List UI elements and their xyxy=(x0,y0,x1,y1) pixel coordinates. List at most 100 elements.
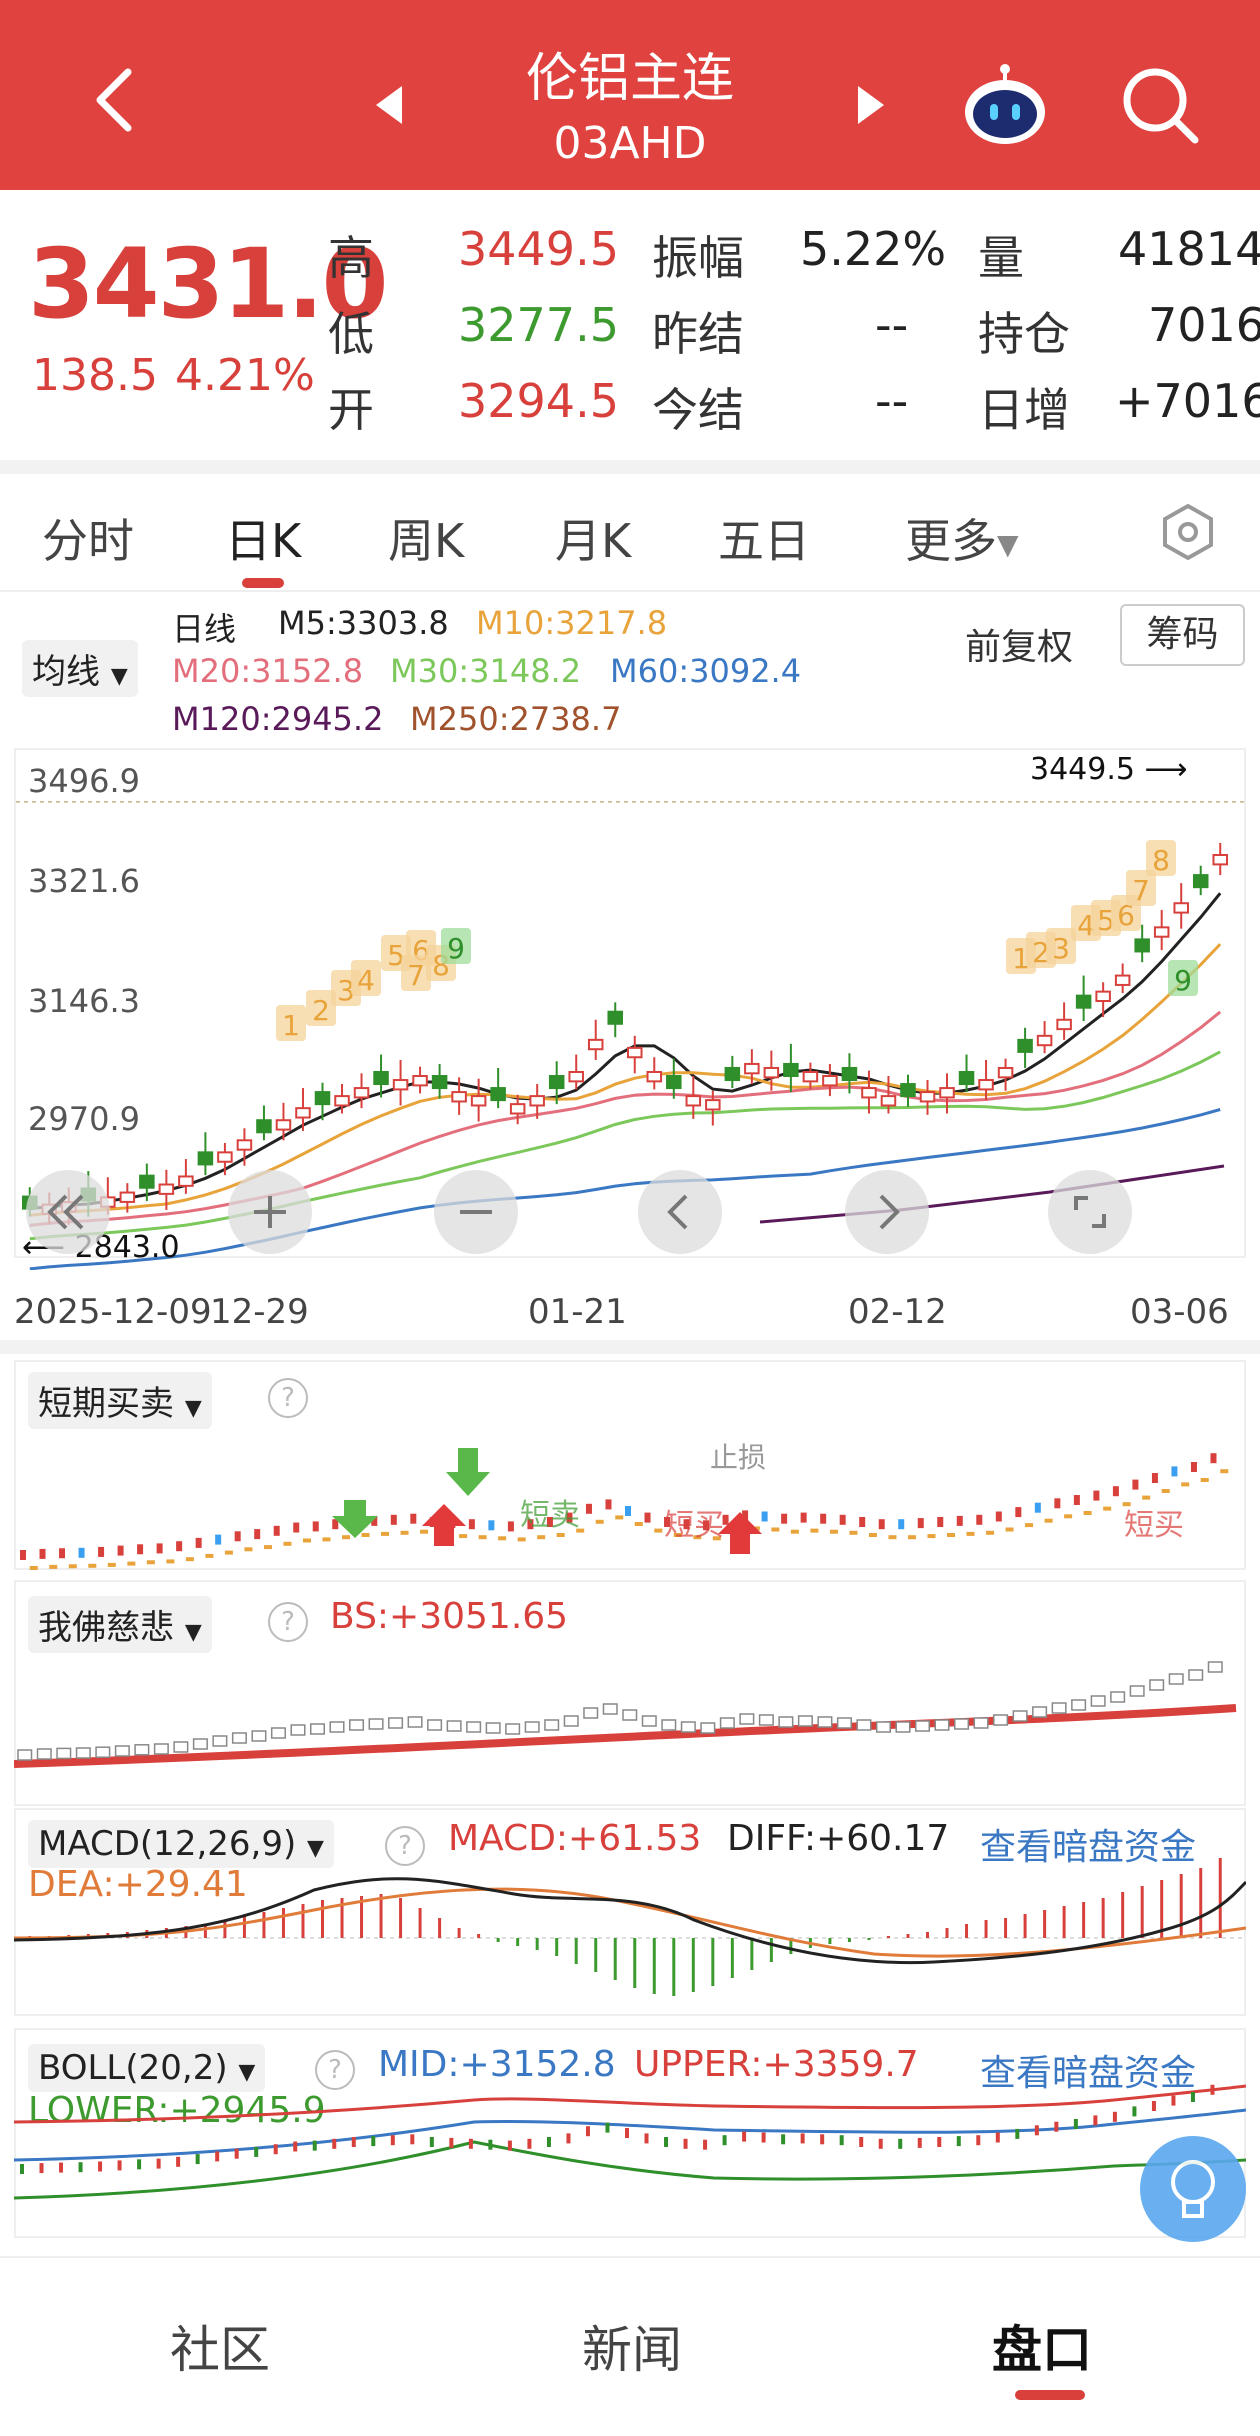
short-term-bar xyxy=(1112,1486,1119,1497)
x-tick: 02-12 xyxy=(848,1292,947,1332)
short-term-dash xyxy=(1025,1523,1034,1528)
boll-candle xyxy=(1015,2128,1020,2139)
short-term-bar xyxy=(820,1513,827,1524)
tab-weekly[interactable]: 周K xyxy=(388,514,465,568)
tab-monthly[interactable]: 月K xyxy=(555,514,632,568)
scroll-left-fast-button[interactable] xyxy=(26,1170,110,1254)
dark-pool-link[interactable]: 查看暗盘资金 xyxy=(980,1827,1197,1868)
buddha-candle xyxy=(875,1721,891,1733)
buddha-candle xyxy=(427,1719,443,1731)
short-term-bar xyxy=(605,1499,612,1510)
boll-candle xyxy=(527,2138,532,2149)
buddha-candle xyxy=(602,1703,618,1715)
buddha-candle xyxy=(563,1715,579,1727)
boll-upper-line xyxy=(14,2084,1246,2124)
prev-contract-button[interactable] xyxy=(370,80,410,130)
buddha-candle xyxy=(95,1746,111,1758)
candle xyxy=(627,1046,643,1059)
m30-value: M30:3148.2 xyxy=(390,652,582,690)
tab-community[interactable]: 社区 xyxy=(170,2321,270,2379)
chips-button[interactable]: 筹码 xyxy=(1120,604,1245,666)
candle xyxy=(139,1174,155,1189)
section-divider xyxy=(0,1340,1260,1354)
active-tab-indicator xyxy=(242,578,284,588)
help-icon[interactable]: ? xyxy=(268,1602,308,1642)
tab-order-book[interactable]: 盘口 xyxy=(992,2321,1092,2379)
open-interest-label: 持仓 xyxy=(978,307,1070,361)
boll-candle xyxy=(1171,2095,1176,2106)
chart-settings-button[interactable] xyxy=(1158,502,1218,562)
boll-candle xyxy=(644,2133,649,2144)
short-term-dash xyxy=(1064,1514,1073,1519)
search-button[interactable] xyxy=(1115,60,1205,150)
boll-dropdown[interactable]: BOLL(20,2) ▼ xyxy=(28,2044,266,2092)
td-marker: 8 xyxy=(1146,840,1176,877)
triangle-right-icon xyxy=(858,86,884,124)
td-marker-number: 4 xyxy=(357,964,375,997)
boll-candle xyxy=(1190,2092,1195,2102)
amplitude-label: 振幅 xyxy=(652,231,744,285)
short-term-dash xyxy=(224,1550,233,1555)
tab-news[interactable]: 新闻 xyxy=(582,2321,682,2379)
candle xyxy=(529,1095,545,1107)
short-term-dash xyxy=(29,1566,38,1570)
candle xyxy=(802,1070,819,1083)
fullscreen-button[interactable] xyxy=(1048,1170,1132,1254)
boll-candle xyxy=(995,2132,1000,2143)
buddha-dropdown[interactable]: 我佛慈悲 ▼ xyxy=(28,1596,212,1653)
macd-dropdown-label: MACD(12,26,9) xyxy=(38,1824,297,1864)
zoom-in-button[interactable] xyxy=(228,1170,312,1254)
open-value: 3294.5 xyxy=(458,374,619,428)
buddha-candle xyxy=(973,1717,989,1729)
short-term-bar xyxy=(59,1548,66,1559)
buy-arrow-icon xyxy=(422,1504,466,1546)
stop-arrow-icon xyxy=(446,1448,490,1496)
ma-dropdown[interactable]: 均线 ▼ xyxy=(22,640,138,697)
help-icon[interactable]: ? xyxy=(268,1378,308,1418)
short-term-dash xyxy=(1005,1527,1014,1532)
adjust-mode-button[interactable]: 前复权 xyxy=(965,627,1074,668)
short-term-bar xyxy=(1054,1498,1061,1509)
back-button[interactable] xyxy=(60,50,160,150)
candle xyxy=(431,1075,448,1090)
candle xyxy=(412,1075,428,1087)
dark-pool-link[interactable]: 查看暗盘资金 xyxy=(980,2053,1197,2094)
boll-candle xyxy=(1054,2121,1059,2132)
short-term-bar xyxy=(1132,1479,1139,1490)
short-term-dash xyxy=(244,1547,253,1552)
short-term-bar xyxy=(1093,1490,1100,1501)
buddha-candle xyxy=(680,1721,696,1733)
td-marker-number: 7 xyxy=(1132,874,1150,907)
boll-candle xyxy=(937,2137,942,2147)
short-term-dash xyxy=(478,1535,487,1540)
caret-down-icon: ▼ xyxy=(238,2060,256,2085)
tab-intraday[interactable]: 分时 xyxy=(42,514,134,568)
td-marker: 4 xyxy=(351,960,381,997)
tab-daily[interactable]: 日K xyxy=(225,514,302,568)
next-contract-button[interactable] xyxy=(850,80,890,130)
ai-assistant-button[interactable] xyxy=(960,62,1050,152)
boll-candle xyxy=(566,2133,571,2144)
scroll-right-button[interactable] xyxy=(845,1170,929,1254)
buddha-candle xyxy=(1207,1661,1223,1673)
short-term-dash xyxy=(810,1528,819,1533)
tab-more[interactable]: 更多▼ xyxy=(905,505,1019,571)
scroll-left-button[interactable] xyxy=(638,1170,722,1254)
tab-five-day[interactable]: 五日 xyxy=(718,514,810,568)
help-icon[interactable]: ? xyxy=(315,2050,355,2090)
y-tick: 3496.9 xyxy=(28,762,140,800)
boll-candle xyxy=(195,2154,200,2165)
macd-dropdown[interactable]: MACD(12,26,9) ▼ xyxy=(28,1820,334,1868)
buddha-candle xyxy=(817,1716,833,1728)
buddha-candle xyxy=(505,1723,521,1735)
zoom-out-button[interactable] xyxy=(434,1170,518,1254)
short-term-dash xyxy=(49,1564,58,1569)
help-icon[interactable]: ? xyxy=(385,1826,425,1866)
tips-button[interactable] xyxy=(1140,2136,1246,2242)
short-term-bar xyxy=(878,1519,885,1530)
buddha-candle xyxy=(114,1745,130,1757)
oi-change-value: +7016 xyxy=(1115,374,1260,428)
double-chevron-left-icon xyxy=(47,1194,84,1230)
short-term-dropdown[interactable]: 短期买卖 ▼ xyxy=(28,1372,212,1429)
boll-candle xyxy=(1034,2125,1039,2136)
